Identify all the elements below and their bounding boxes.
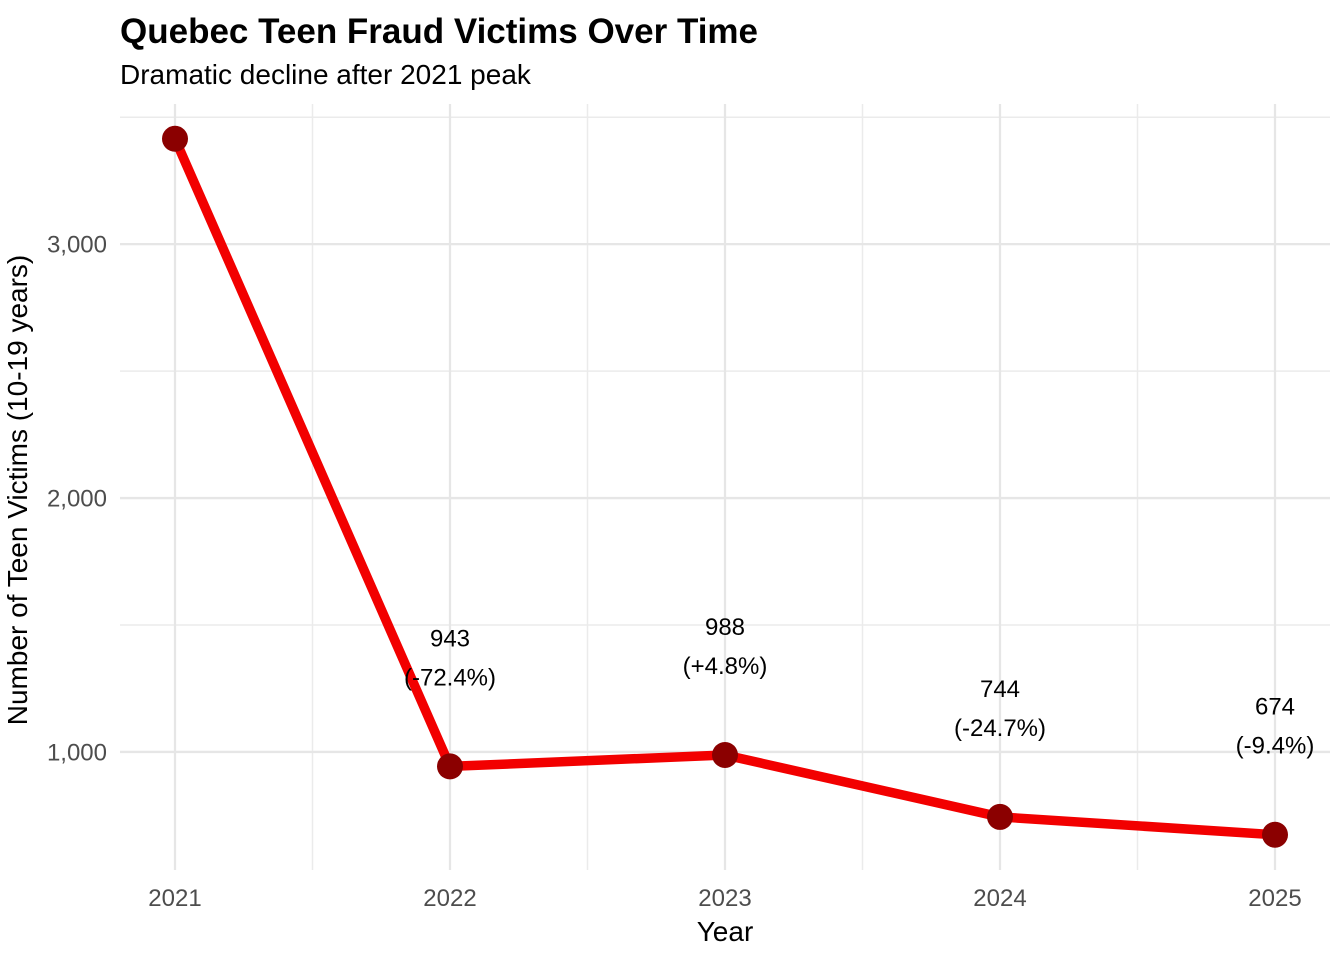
point-label-value-2022: 943 xyxy=(430,625,470,652)
data-point-2024 xyxy=(987,803,1013,830)
x-axis-title: Year xyxy=(697,916,754,947)
y-axis-title: Number of Teen Victims (10-19 years) xyxy=(2,255,33,726)
x-tick-label-2021: 2021 xyxy=(148,885,201,912)
y-tick-label-3000: 3,000 xyxy=(47,232,107,259)
series-layer xyxy=(162,125,1288,848)
data-point-2021 xyxy=(162,125,188,152)
x-tick-label-2024: 2024 xyxy=(973,885,1026,912)
point-label-value-2023: 988 xyxy=(705,614,745,641)
chart-title: Quebec Teen Fraud Victims Over Time xyxy=(120,12,759,51)
chart-subtitle: Dramatic decline after 2021 peak xyxy=(120,59,531,90)
data-point-2023 xyxy=(712,741,738,768)
point-label-value-2024: 744 xyxy=(980,676,1020,703)
x-tick-label-2022: 2022 xyxy=(423,885,476,912)
point-label-pct-2025: (-9.4%) xyxy=(1236,733,1315,760)
data-point-2025 xyxy=(1262,821,1288,848)
point-label-value-2025: 674 xyxy=(1255,694,1295,721)
x-tick-label-2025: 2025 xyxy=(1248,885,1301,912)
y-tick-label-1000: 1,000 xyxy=(47,739,107,766)
point-label-pct-2024: (-24.7%) xyxy=(954,715,1046,742)
point-label-pct-2022: (-72.4%) xyxy=(404,664,496,691)
data-point-2022 xyxy=(437,753,463,780)
label-layer: 1,000 2,000 3,000 2021 2022 2023 2024 2025 943 (-… xyxy=(47,232,1314,912)
y-tick-label-2000: 2,000 xyxy=(47,486,107,513)
point-label-pct-2023: (+4.8%) xyxy=(683,653,768,680)
x-tick-label-2023: 2023 xyxy=(698,885,751,912)
